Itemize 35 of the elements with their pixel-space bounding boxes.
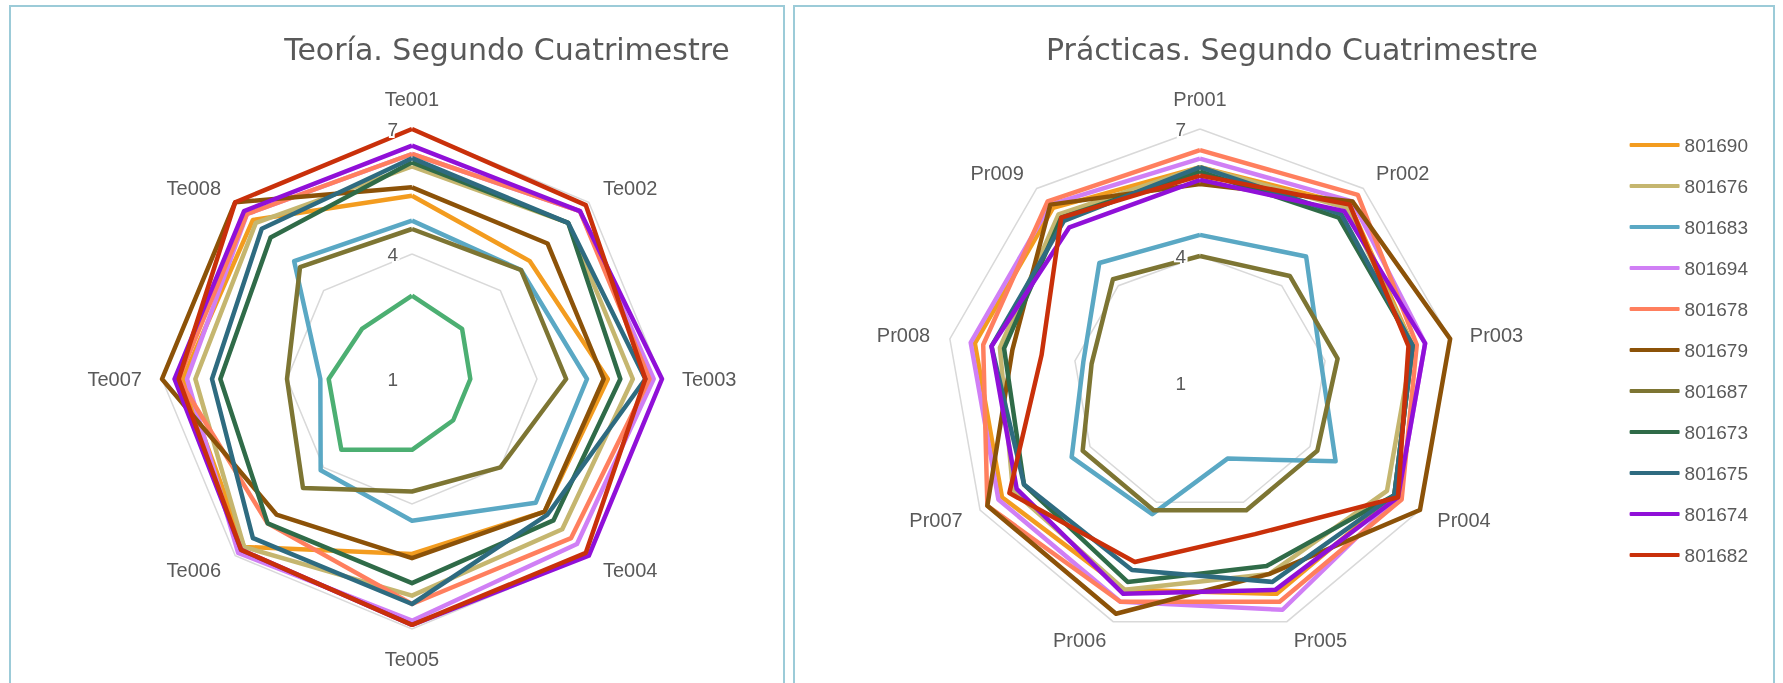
legend-label: 801674: [1684, 503, 1749, 525]
legend-label: 801678: [1684, 298, 1748, 320]
y-tick-label: 1: [1175, 372, 1186, 394]
spoke-label: Pr001: [1173, 88, 1227, 110]
spoke-label: Te004: [602, 558, 658, 581]
spoke-label: Pr006: [1052, 629, 1107, 652]
y-tick-label: 7: [387, 118, 398, 140]
y-tick-label: 7: [1175, 118, 1186, 140]
y-tick-label: 1: [387, 368, 398, 390]
spoke-label: Te006: [166, 558, 222, 581]
spoke-label: Te008: [166, 177, 222, 200]
spoke-label: Pr002: [1376, 162, 1430, 185]
legend-label: 801673: [1684, 421, 1748, 443]
legend-label: 801683: [1684, 216, 1748, 238]
legend-label: 801676: [1684, 175, 1748, 197]
spoke-label: Pr003: [1469, 324, 1524, 347]
spoke-label: Pr004: [1437, 509, 1491, 531]
chart-title: Prácticas. Segundo Cuatrimestre: [1046, 31, 1538, 67]
legend-label: 801682: [1684, 544, 1748, 566]
chart-title: Teoría. Segundo Cuatrimestre: [283, 31, 730, 67]
legend-label: 801694: [1684, 257, 1749, 279]
y-tick-label: 4: [387, 243, 399, 265]
spoke-label: Pr009: [970, 162, 1024, 185]
legend-label: 801687: [1684, 380, 1748, 402]
legend-label: 801679: [1684, 339, 1748, 361]
spoke-label: Te001: [384, 88, 440, 110]
legend-label: 801690: [1684, 134, 1748, 156]
spoke-label: Te002: [602, 177, 658, 200]
spoke-label: Pr005: [1293, 629, 1348, 652]
spoke-label: Te007: [87, 368, 142, 390]
spoke-label: Te005: [384, 648, 440, 670]
spoke-label: Pr007: [909, 509, 963, 531]
spoke-label: Te003: [682, 368, 737, 390]
spoke-label: Pr008: [876, 324, 931, 347]
legend-label: 801675: [1684, 462, 1748, 484]
